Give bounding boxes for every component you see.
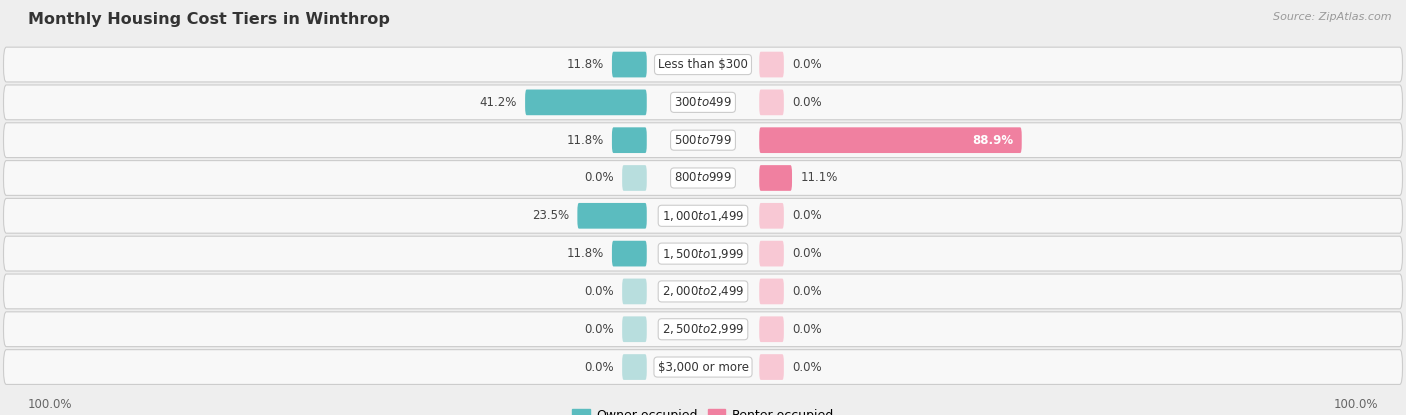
Text: $800 to $999: $800 to $999 <box>673 171 733 185</box>
FancyBboxPatch shape <box>578 203 647 229</box>
Text: 0.0%: 0.0% <box>793 58 823 71</box>
FancyBboxPatch shape <box>759 165 792 191</box>
FancyBboxPatch shape <box>3 198 1403 233</box>
Text: Less than $300: Less than $300 <box>658 58 748 71</box>
FancyBboxPatch shape <box>759 241 785 266</box>
Text: $500 to $799: $500 to $799 <box>673 134 733 146</box>
Text: 0.0%: 0.0% <box>793 323 823 336</box>
FancyBboxPatch shape <box>621 316 647 342</box>
Text: Monthly Housing Cost Tiers in Winthrop: Monthly Housing Cost Tiers in Winthrop <box>28 12 389 27</box>
Text: 100.0%: 100.0% <box>28 398 73 411</box>
Text: 100.0%: 100.0% <box>1333 398 1378 411</box>
Text: $1,000 to $1,499: $1,000 to $1,499 <box>662 209 744 223</box>
FancyBboxPatch shape <box>3 47 1403 82</box>
Text: 11.8%: 11.8% <box>567 134 603 146</box>
FancyBboxPatch shape <box>759 278 785 304</box>
Text: 0.0%: 0.0% <box>583 171 614 185</box>
Text: 23.5%: 23.5% <box>531 209 569 222</box>
Text: 0.0%: 0.0% <box>583 361 614 374</box>
FancyBboxPatch shape <box>759 316 785 342</box>
FancyBboxPatch shape <box>759 203 785 229</box>
Text: 0.0%: 0.0% <box>793 96 823 109</box>
Text: 11.8%: 11.8% <box>567 247 603 260</box>
Text: 0.0%: 0.0% <box>793 209 823 222</box>
Text: $2,000 to $2,499: $2,000 to $2,499 <box>662 284 744 298</box>
Text: 41.2%: 41.2% <box>479 96 516 109</box>
Text: 0.0%: 0.0% <box>793 361 823 374</box>
FancyBboxPatch shape <box>3 236 1403 271</box>
FancyBboxPatch shape <box>3 274 1403 309</box>
FancyBboxPatch shape <box>3 123 1403 158</box>
FancyBboxPatch shape <box>759 90 785 115</box>
FancyBboxPatch shape <box>759 127 1022 153</box>
FancyBboxPatch shape <box>3 312 1403 347</box>
Text: 0.0%: 0.0% <box>583 285 614 298</box>
Text: $3,000 or more: $3,000 or more <box>658 361 748 374</box>
FancyBboxPatch shape <box>621 354 647 380</box>
Text: 88.9%: 88.9% <box>972 134 1014 146</box>
Text: $1,500 to $1,999: $1,500 to $1,999 <box>662 247 744 261</box>
FancyBboxPatch shape <box>524 90 647 115</box>
FancyBboxPatch shape <box>759 52 785 78</box>
Text: $300 to $499: $300 to $499 <box>673 96 733 109</box>
Text: $2,500 to $2,999: $2,500 to $2,999 <box>662 322 744 336</box>
FancyBboxPatch shape <box>3 85 1403 120</box>
FancyBboxPatch shape <box>621 165 647 191</box>
Text: 11.8%: 11.8% <box>567 58 603 71</box>
FancyBboxPatch shape <box>612 241 647 266</box>
FancyBboxPatch shape <box>621 278 647 304</box>
FancyBboxPatch shape <box>3 350 1403 384</box>
FancyBboxPatch shape <box>612 52 647 78</box>
FancyBboxPatch shape <box>3 161 1403 195</box>
Text: Source: ZipAtlas.com: Source: ZipAtlas.com <box>1274 12 1392 22</box>
Text: 11.1%: 11.1% <box>800 171 838 185</box>
FancyBboxPatch shape <box>612 127 647 153</box>
Text: 0.0%: 0.0% <box>793 247 823 260</box>
Legend: Owner-occupied, Renter-occupied: Owner-occupied, Renter-occupied <box>568 404 838 415</box>
Text: 0.0%: 0.0% <box>793 285 823 298</box>
FancyBboxPatch shape <box>759 354 785 380</box>
Text: 0.0%: 0.0% <box>583 323 614 336</box>
